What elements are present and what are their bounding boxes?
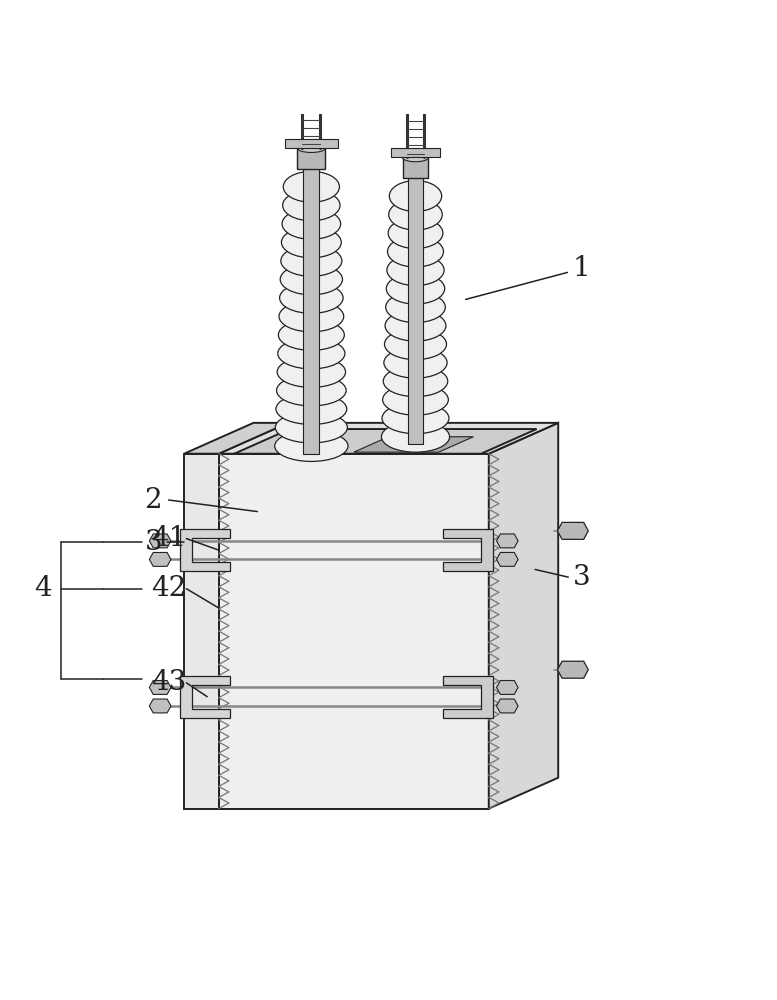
Polygon shape bbox=[149, 552, 171, 566]
Ellipse shape bbox=[281, 407, 341, 419]
Polygon shape bbox=[557, 522, 588, 539]
Polygon shape bbox=[391, 148, 441, 157]
Ellipse shape bbox=[402, 153, 428, 162]
Ellipse shape bbox=[383, 366, 448, 397]
Ellipse shape bbox=[387, 416, 444, 428]
Ellipse shape bbox=[287, 184, 335, 197]
Ellipse shape bbox=[382, 384, 448, 415]
Ellipse shape bbox=[393, 194, 437, 206]
Ellipse shape bbox=[284, 314, 339, 326]
Ellipse shape bbox=[298, 144, 326, 152]
Ellipse shape bbox=[282, 369, 340, 382]
Polygon shape bbox=[489, 423, 558, 809]
Ellipse shape bbox=[284, 171, 340, 202]
Ellipse shape bbox=[391, 286, 441, 298]
Ellipse shape bbox=[280, 425, 342, 437]
Ellipse shape bbox=[277, 357, 346, 387]
Polygon shape bbox=[408, 174, 423, 444]
Polygon shape bbox=[149, 534, 171, 548]
Ellipse shape bbox=[287, 221, 336, 234]
Text: 42: 42 bbox=[151, 575, 186, 602]
Ellipse shape bbox=[281, 227, 341, 258]
Ellipse shape bbox=[388, 379, 443, 391]
Ellipse shape bbox=[277, 338, 345, 369]
Ellipse shape bbox=[286, 240, 336, 252]
Ellipse shape bbox=[278, 319, 344, 350]
Ellipse shape bbox=[388, 236, 444, 267]
Polygon shape bbox=[402, 157, 428, 178]
Ellipse shape bbox=[287, 203, 336, 215]
Text: 3: 3 bbox=[573, 564, 591, 591]
Ellipse shape bbox=[392, 212, 438, 224]
Polygon shape bbox=[284, 139, 338, 148]
Ellipse shape bbox=[284, 332, 340, 345]
Polygon shape bbox=[442, 676, 493, 718]
Text: 1: 1 bbox=[573, 255, 591, 282]
Ellipse shape bbox=[389, 181, 441, 211]
Ellipse shape bbox=[387, 255, 444, 286]
Text: 4: 4 bbox=[34, 575, 52, 602]
Polygon shape bbox=[184, 423, 288, 454]
Ellipse shape bbox=[282, 208, 340, 239]
Ellipse shape bbox=[388, 360, 442, 373]
Text: 43: 43 bbox=[151, 669, 186, 696]
Polygon shape bbox=[303, 165, 319, 454]
Ellipse shape bbox=[392, 249, 439, 261]
Ellipse shape bbox=[285, 258, 337, 271]
Polygon shape bbox=[180, 676, 230, 718]
Polygon shape bbox=[442, 529, 493, 571]
Polygon shape bbox=[184, 454, 219, 809]
Ellipse shape bbox=[275, 431, 348, 461]
Ellipse shape bbox=[389, 342, 442, 354]
Polygon shape bbox=[557, 661, 588, 678]
Ellipse shape bbox=[385, 329, 447, 360]
Ellipse shape bbox=[282, 388, 341, 400]
Ellipse shape bbox=[391, 268, 440, 280]
Ellipse shape bbox=[280, 264, 343, 295]
Polygon shape bbox=[497, 534, 518, 548]
Ellipse shape bbox=[392, 231, 439, 243]
Text: 41: 41 bbox=[151, 525, 186, 552]
Ellipse shape bbox=[275, 412, 347, 443]
Ellipse shape bbox=[277, 375, 347, 406]
Ellipse shape bbox=[386, 273, 444, 304]
Ellipse shape bbox=[279, 301, 343, 332]
Ellipse shape bbox=[284, 295, 338, 308]
Ellipse shape bbox=[285, 277, 338, 289]
Ellipse shape bbox=[388, 218, 443, 249]
Polygon shape bbox=[298, 148, 326, 169]
Ellipse shape bbox=[385, 310, 446, 341]
Ellipse shape bbox=[283, 351, 340, 363]
Ellipse shape bbox=[382, 421, 450, 452]
Polygon shape bbox=[180, 529, 230, 571]
Polygon shape bbox=[219, 454, 489, 809]
Ellipse shape bbox=[390, 305, 441, 317]
Ellipse shape bbox=[385, 292, 445, 323]
Polygon shape bbox=[354, 437, 473, 452]
Text: 2: 2 bbox=[145, 487, 162, 514]
Polygon shape bbox=[219, 423, 558, 454]
Polygon shape bbox=[497, 699, 518, 713]
Ellipse shape bbox=[386, 434, 444, 447]
Ellipse shape bbox=[280, 282, 343, 313]
Polygon shape bbox=[497, 552, 518, 566]
Ellipse shape bbox=[280, 444, 343, 456]
Text: 3: 3 bbox=[145, 529, 162, 556]
Ellipse shape bbox=[389, 323, 441, 336]
Ellipse shape bbox=[283, 190, 340, 221]
Ellipse shape bbox=[280, 245, 342, 276]
Ellipse shape bbox=[388, 397, 444, 410]
Polygon shape bbox=[149, 699, 171, 713]
Ellipse shape bbox=[388, 199, 442, 230]
Ellipse shape bbox=[276, 394, 347, 424]
Ellipse shape bbox=[384, 347, 447, 378]
Polygon shape bbox=[149, 681, 171, 694]
Polygon shape bbox=[497, 681, 518, 694]
Polygon shape bbox=[234, 429, 537, 454]
Ellipse shape bbox=[382, 403, 449, 434]
